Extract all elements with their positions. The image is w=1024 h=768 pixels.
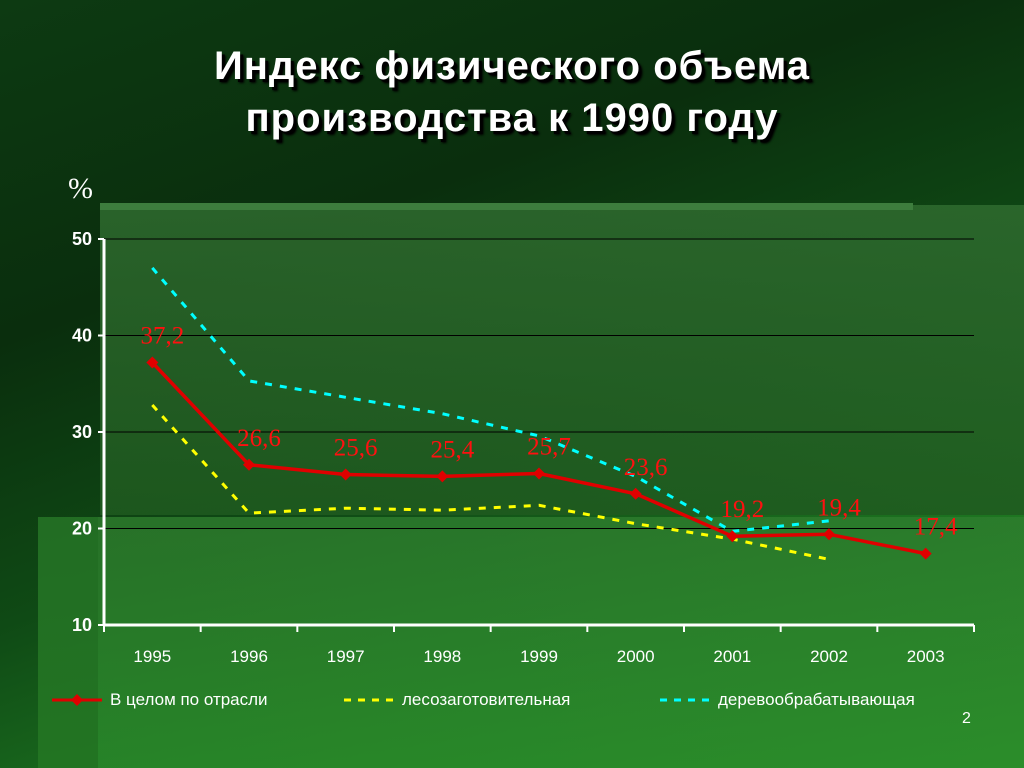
y-axis-unit-label: % xyxy=(68,172,93,205)
data-label: 17,4 xyxy=(914,514,958,541)
y-tick-label: 30 xyxy=(72,422,92,442)
legend-item-total: В целом по отрасли xyxy=(50,688,268,712)
slide-title: Индекс физического объема производства к… xyxy=(0,40,1024,144)
data-point-total xyxy=(339,468,352,481)
data-label: 25,7 xyxy=(527,433,571,460)
background-panel-left xyxy=(38,517,98,768)
legend-symbol-total xyxy=(52,694,102,706)
data-label: 23,6 xyxy=(624,454,668,481)
data-point-total xyxy=(919,547,932,560)
legend-item-woodworking: деревообрабатывающая xyxy=(658,688,915,712)
data-point-total xyxy=(823,528,835,541)
slide-title-line2: производства к 1990 году xyxy=(245,96,779,140)
data-point-total xyxy=(629,487,642,500)
legend-item-logging: лесозаготовительная xyxy=(342,688,570,712)
data-label: 26,6 xyxy=(237,425,281,452)
x-tick-label: 1998 xyxy=(423,647,461,666)
x-tick-label: 2002 xyxy=(810,647,848,666)
x-tick-label: 1997 xyxy=(327,647,365,666)
data-label: 37,2 xyxy=(140,323,184,350)
slide-title-line1: Индекс физического объема xyxy=(213,44,811,88)
x-tick-label: 2000 xyxy=(617,647,655,666)
legend-label-woodworking: деревообрабатывающая xyxy=(718,690,915,709)
data-label: 25,4 xyxy=(430,436,474,463)
y-tick-label: 20 xyxy=(72,519,92,539)
data-point-total xyxy=(436,470,449,483)
series-line-woodworking xyxy=(151,266,830,533)
background-panel-bottom xyxy=(38,517,1024,768)
data-point-total xyxy=(533,467,545,480)
legend-symbol-logging xyxy=(344,698,394,702)
x-tick-label: 1996 xyxy=(230,647,268,666)
series-line-logging xyxy=(151,403,830,561)
data-point-total xyxy=(726,530,739,543)
y-tick-label: 10 xyxy=(72,615,92,635)
chart-legend: В целом по отрасли лесозаготовительная д… xyxy=(50,688,1010,712)
x-tick-label: 2003 xyxy=(907,647,945,666)
data-label: 19,2 xyxy=(720,496,764,523)
legend-label-total: В целом по отрасли xyxy=(110,690,268,709)
data-label: 19,4 xyxy=(817,494,861,521)
x-tick-label: 1995 xyxy=(133,647,171,666)
y-tick-label: 50 xyxy=(72,229,92,249)
x-tick-label: 1999 xyxy=(520,647,558,666)
background-panel-top xyxy=(100,205,1024,515)
legend-symbol-woodworking xyxy=(660,698,710,702)
background-strip xyxy=(100,203,913,210)
page-number: 2 xyxy=(962,710,971,727)
y-tick-label: 40 xyxy=(72,326,92,346)
data-label: 25,6 xyxy=(334,434,378,461)
legend-label-logging: лесозаготовительная xyxy=(402,690,571,709)
x-tick-label: 2001 xyxy=(713,647,751,666)
data-point-total xyxy=(146,356,159,369)
data-point-total xyxy=(243,458,255,471)
